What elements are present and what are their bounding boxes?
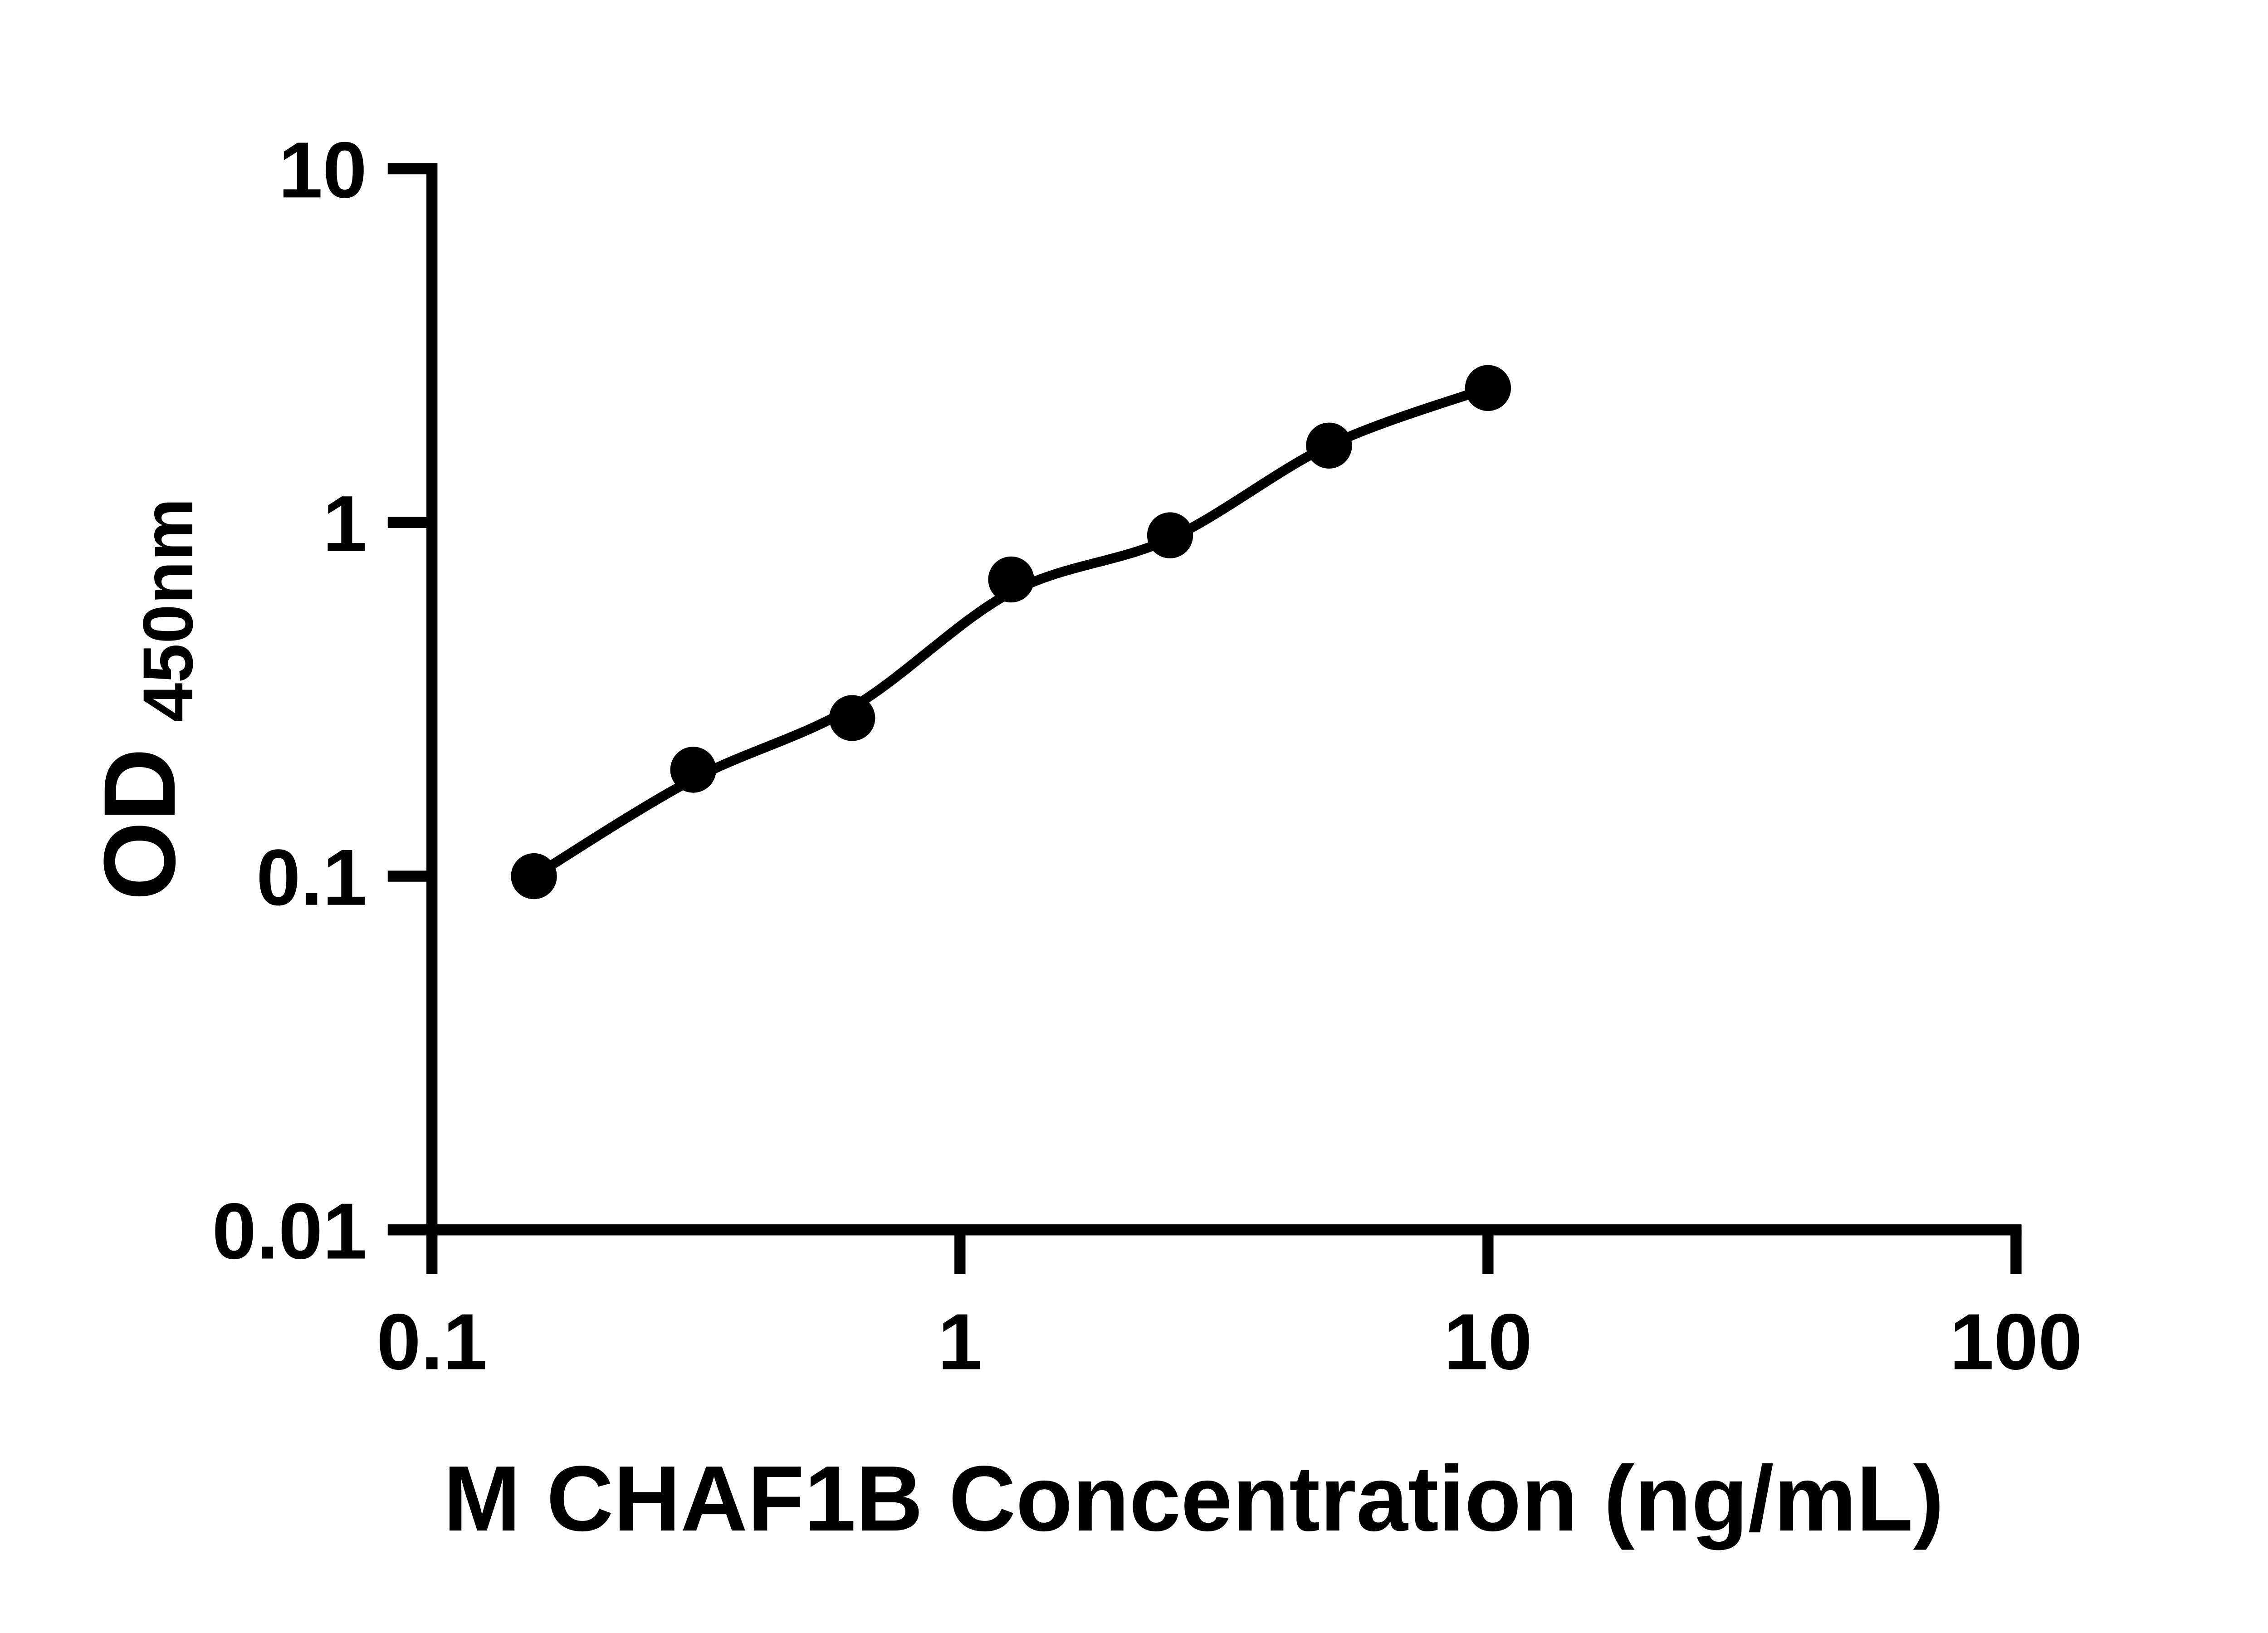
- data-point-3: [988, 556, 1034, 603]
- x-tick-label-100: 100: [1950, 1297, 2082, 1386]
- x-tick-label-1: 1: [938, 1297, 982, 1386]
- x-axis-title: M CHAF1B Concentration (ng/mL): [443, 1447, 1944, 1550]
- x-tick-label-10: 10: [1444, 1297, 1532, 1386]
- data-point-4: [1147, 512, 1193, 558]
- x-axis-tick-labels: 0.1 1 10 100: [376, 1297, 2082, 1386]
- data-point-1: [670, 747, 716, 793]
- data-point-0: [511, 853, 557, 900]
- y-axis-ticks: [387, 163, 432, 1236]
- data-point-5: [1306, 422, 1352, 469]
- x-axis: 0.1 1 10 100: [376, 1224, 2082, 1386]
- y-tick-label-0.01: 0.01: [212, 1187, 367, 1276]
- y-axis: 10 1 0.1 0.01: [212, 126, 438, 1276]
- data-points: [511, 365, 1511, 900]
- y-axis-tick-labels: 10 1 0.1 0.01: [212, 126, 367, 1276]
- data-point-2: [829, 695, 875, 741]
- y-axis-title: OD 450nm: [83, 498, 208, 900]
- x-tick-label-0.1: 0.1: [376, 1297, 487, 1386]
- y-tick-label-0.1: 0.1: [256, 833, 367, 922]
- y-axis-title-subscript: 450nm: [129, 498, 208, 722]
- y-tick-label-10: 10: [279, 126, 367, 215]
- data-point-6: [1465, 365, 1511, 411]
- x-axis-ticks: [426, 1230, 2022, 1274]
- y-tick-label-1: 1: [323, 479, 367, 568]
- y-axis-title-main: OD: [83, 748, 196, 900]
